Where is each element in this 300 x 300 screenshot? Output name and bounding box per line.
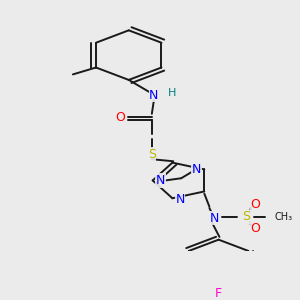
Text: O: O bbox=[250, 198, 260, 211]
Text: CH₃: CH₃ bbox=[274, 212, 292, 222]
Text: N: N bbox=[155, 174, 165, 187]
Text: O: O bbox=[116, 111, 125, 124]
Text: N: N bbox=[192, 163, 202, 176]
Text: N: N bbox=[210, 212, 219, 225]
Text: N: N bbox=[149, 88, 159, 102]
Text: O: O bbox=[250, 222, 260, 235]
Text: H: H bbox=[167, 88, 176, 98]
Text: N: N bbox=[175, 193, 185, 206]
Text: F: F bbox=[215, 287, 222, 300]
Text: S: S bbox=[148, 148, 156, 161]
Text: S: S bbox=[242, 210, 250, 223]
